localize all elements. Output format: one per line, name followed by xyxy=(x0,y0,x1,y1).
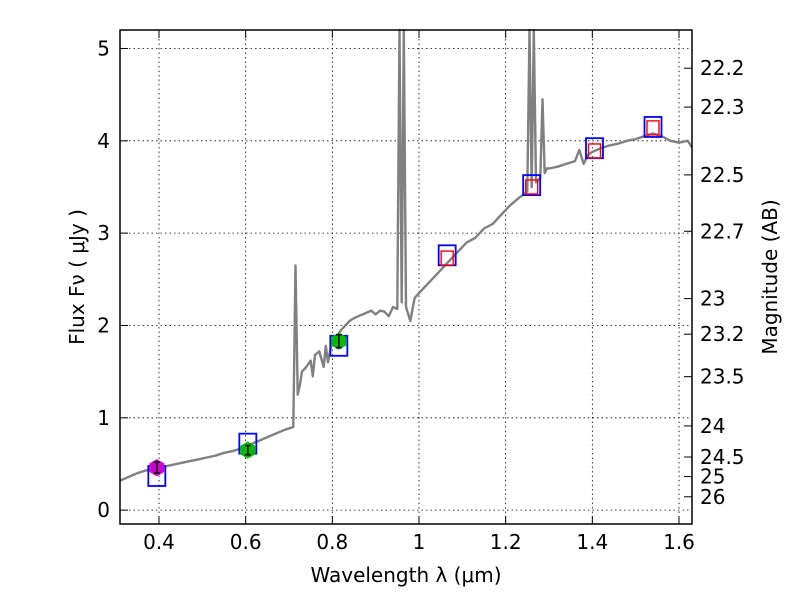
right-tick-label: 24 xyxy=(700,414,725,438)
spectrum-layer xyxy=(119,28,694,482)
grid xyxy=(120,30,692,524)
photometry-markers xyxy=(147,116,663,487)
ticks xyxy=(120,30,692,524)
observed-box xyxy=(524,179,539,195)
right-tick-label: 22.2 xyxy=(700,56,745,80)
y-axis-label: Flux Fν ( μJy ) xyxy=(65,209,89,345)
x-tick-label: 0.8 xyxy=(316,530,348,554)
right-tick-label: 23.5 xyxy=(700,365,745,389)
x-tick-label: 1.4 xyxy=(576,530,608,554)
y-tick-label: 1 xyxy=(97,406,110,430)
plot-frame xyxy=(119,29,693,525)
right-tick-label: 26 xyxy=(700,485,725,509)
x-tick-label: 1 xyxy=(413,530,426,554)
model-box xyxy=(522,174,542,197)
x-axis-label: Wavelength λ (μm) xyxy=(310,563,501,587)
observed-box xyxy=(646,120,660,136)
right-tick-label: 23 xyxy=(700,287,725,311)
y-tick-label: 4 xyxy=(97,129,110,153)
y-tick-label: 2 xyxy=(97,313,110,337)
observed-box xyxy=(587,143,602,159)
x-tick-label: 1.6 xyxy=(663,530,695,554)
right-tick-label: 23.2 xyxy=(700,322,745,346)
right-tick-label: 22.7 xyxy=(700,219,745,243)
y-tick-label: 0 xyxy=(97,498,110,522)
spectrum-line xyxy=(119,28,694,482)
right-tick-label: 22.3 xyxy=(700,95,745,119)
x-tick-label: 1.2 xyxy=(490,530,522,554)
model-box xyxy=(643,116,663,138)
tick-labels: 0.4 0.6 0.8 1 1.2 1.4 1.601234522.222.322.522.… xyxy=(97,36,744,554)
y-tick-label: 5 xyxy=(97,36,110,60)
y-axis-right-label: Magnitude (AB) xyxy=(758,199,782,354)
y-tick-label: 3 xyxy=(97,221,110,245)
x-tick-label: 0.6 xyxy=(230,530,262,554)
right-tick-label: 22.5 xyxy=(700,163,745,187)
right-tick-label: 24.5 xyxy=(700,445,745,469)
x-tick-label: 0.4 xyxy=(143,530,175,554)
right-tick-label: 25 xyxy=(700,465,725,489)
observed-box xyxy=(440,250,454,266)
